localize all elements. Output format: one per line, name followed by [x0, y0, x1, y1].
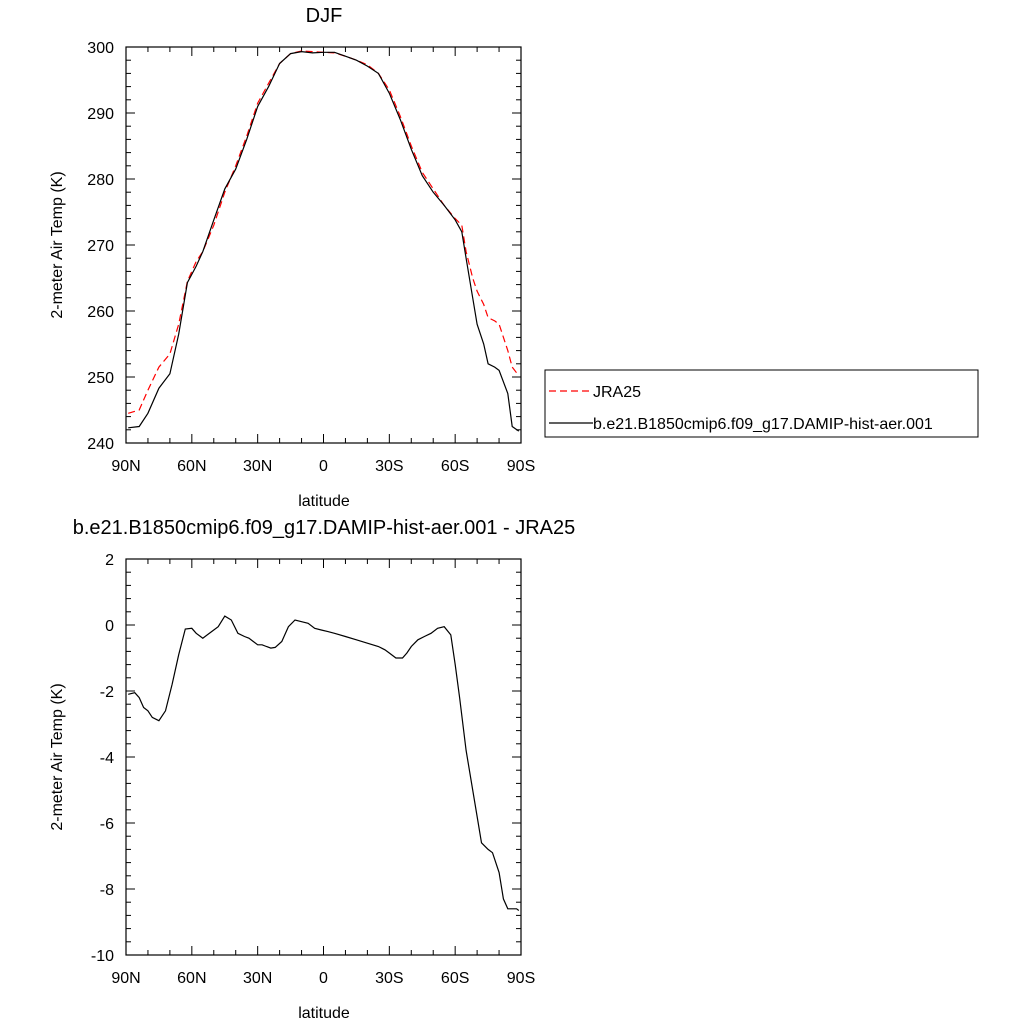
- top-panel: DJF 90N 60N 30N 0 30S 60S 90S 240 250 260 270 280 29…: [49, 5, 535, 510]
- bottom-panel: b.e21.B1850cmip6.f09_g17.DAMIP-hist-aer.…: [49, 517, 575, 1022]
- bottom-x-tick-label: 90N: [111, 970, 140, 987]
- top-x-tick-label: 30N: [243, 458, 272, 475]
- bottom-series-group: [128, 615, 520, 911]
- top-y-tick-label: 300: [87, 40, 114, 57]
- bottom-x-tick-label: 60S: [441, 970, 469, 987]
- bottom-ticks: 90N 60N 30N 0 30S 60S 90S -10 -8 -6 -4 -2 0 2: [91, 552, 535, 987]
- bottom-y-tick-label: 2: [105, 552, 114, 569]
- bottom-chart-title: b.e21.B1850cmip6.f09_g17.DAMIP-hist-aer.…: [73, 517, 576, 539]
- bottom-plot-frame: [125, 558, 522, 956]
- top-chart-title: DJF: [306, 5, 343, 27]
- top-x-tick-label: 0: [319, 458, 328, 475]
- top-y-axis-label: 2-meter Air Temp (K): [49, 171, 66, 318]
- bottom-x-axis-label: latitude: [298, 1005, 350, 1022]
- bottom-x-tick-label: 0: [319, 970, 328, 987]
- top-x-tick-label: 60N: [177, 458, 206, 475]
- top-ticks: 90N 60N 30N 0 30S 60S 90S 240 250 260 270 280 290 300: [87, 40, 535, 475]
- top-x-tick-label: 30S: [375, 458, 403, 475]
- bottom-y-tick-label: -10: [91, 948, 114, 965]
- top-y-tick-label: 240: [87, 436, 114, 453]
- bottom-y-tick-label: -2: [100, 684, 114, 701]
- top-x-tick-label: 60S: [441, 458, 469, 475]
- top-series-group: [128, 50, 520, 432]
- legend: JRA25 b.e21.B1850cmip6.f09_g17.DAMIP-his…: [544, 369, 979, 438]
- top-x-axis-label: latitude: [298, 493, 350, 510]
- top-y-tick-label: 290: [87, 106, 114, 123]
- bottom-y-tick-label: -4: [100, 750, 114, 767]
- top-series-line-1: [128, 50, 520, 432]
- bottom-series-line-0: [128, 615, 520, 911]
- bottom-x-tick-label: 60N: [177, 970, 206, 987]
- legend-label-jra25: JRA25: [593, 384, 641, 401]
- bottom-y-tick-label: 0: [105, 618, 114, 635]
- bottom-y-axis-label: 2-meter Air Temp (K): [49, 683, 66, 830]
- top-y-tick-label: 270: [87, 238, 114, 255]
- bottom-x-tick-label: 30N: [243, 970, 272, 987]
- bottom-x-tick-label: 90S: [507, 970, 535, 987]
- top-y-tick-label: 260: [87, 304, 114, 321]
- top-x-tick-label: 90S: [507, 458, 535, 475]
- bottom-y-tick-label: -6: [100, 816, 114, 833]
- bottom-x-tick-label: 30S: [375, 970, 403, 987]
- top-y-tick-label: 280: [87, 172, 114, 189]
- top-x-tick-label: 90N: [111, 458, 140, 475]
- legend-label-model: b.e21.B1850cmip6.f09_g17.DAMIP-hist-aer.…: [593, 416, 933, 433]
- legend-box: [544, 369, 979, 438]
- top-plot-frame: [125, 46, 522, 444]
- bottom-y-tick-label: -8: [100, 882, 114, 899]
- top-series-line-0: [128, 50, 520, 414]
- top-y-tick-label: 250: [87, 370, 114, 387]
